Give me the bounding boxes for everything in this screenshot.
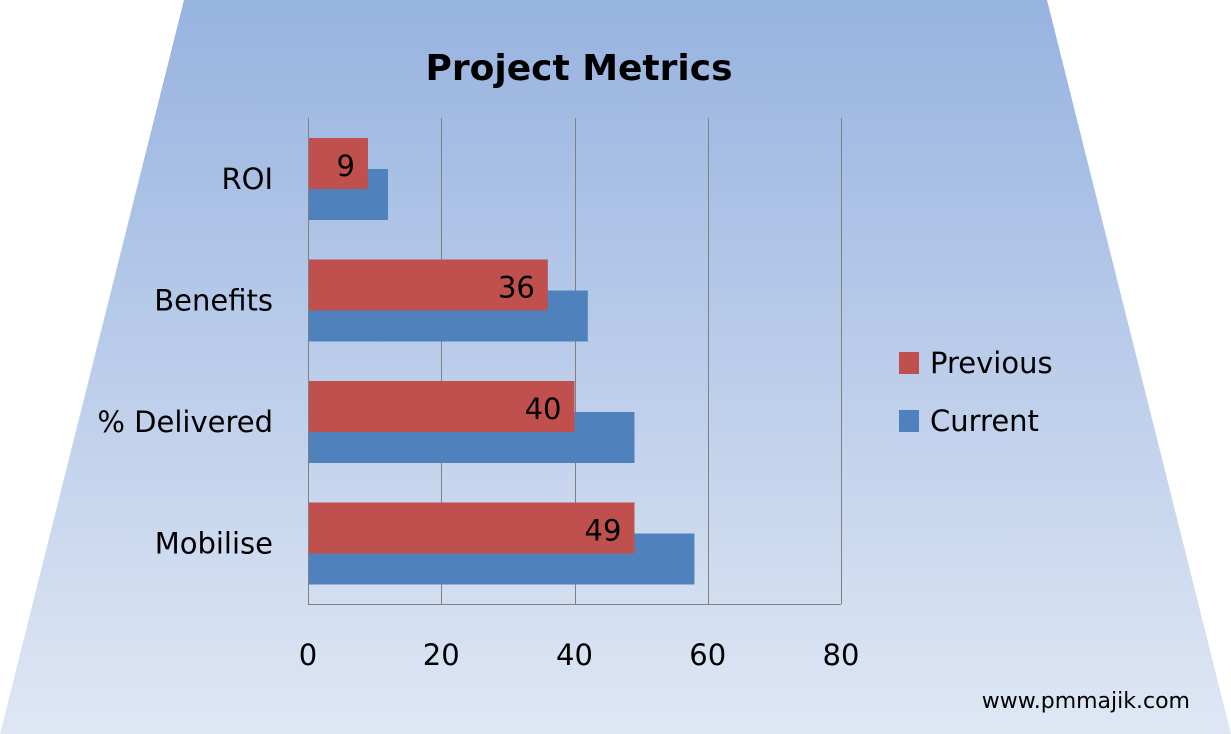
- x-tick-label: 0: [299, 638, 317, 672]
- legend-label: Current: [930, 404, 1039, 438]
- bar-previous: [309, 138, 368, 189]
- plot-area: 0 20 40 60 80 9 ROI 36 Benefits 40 % Delivered 49 Mo…: [97, 118, 859, 672]
- bar-previous: [309, 259, 548, 311]
- x-tick-label: 60: [689, 638, 726, 672]
- data-label: 40: [525, 392, 562, 426]
- category-label: Benefits: [154, 283, 273, 317]
- data-label: 9: [337, 149, 355, 183]
- category-label: ROI: [221, 162, 273, 196]
- bar-previous: [309, 381, 575, 432]
- legend-swatch: [899, 410, 919, 432]
- category-label: % Delivered: [97, 405, 273, 439]
- x-tick-label: 20: [423, 638, 460, 672]
- x-tick-label: 40: [556, 638, 593, 672]
- category-label: Mobilise: [155, 526, 273, 560]
- legend: Previous Current: [899, 346, 1053, 438]
- data-label: 36: [498, 271, 535, 305]
- data-label: 49: [585, 514, 622, 548]
- legend-label: Previous: [930, 346, 1053, 380]
- legend-swatch: [899, 352, 919, 374]
- chart-title: Project Metrics: [425, 48, 732, 89]
- x-tick-label: 80: [823, 638, 860, 672]
- bar-previous: [309, 502, 635, 554]
- website-watermark: www.pmmajik.com: [982, 689, 1190, 714]
